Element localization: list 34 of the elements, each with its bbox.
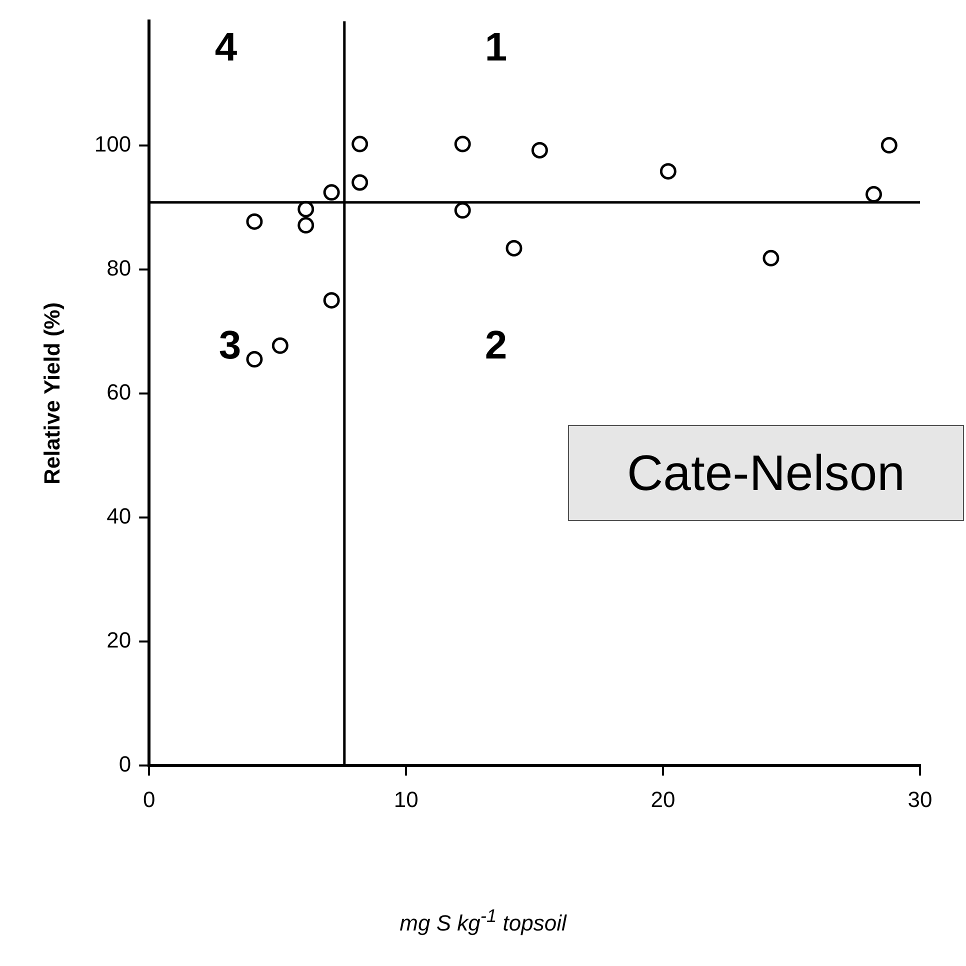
annotation: 1 — [484, 26, 508, 70]
annotation: Cate-Nelson — [568, 425, 964, 521]
point — [660, 163, 676, 180]
y-axis-title: Relative Yield (%) — [39, 302, 64, 484]
y-tick-label: 100 — [94, 131, 132, 156]
point — [531, 142, 548, 158]
annotation: 3 — [218, 324, 242, 368]
point — [506, 240, 522, 256]
point — [298, 217, 314, 234]
point — [454, 136, 471, 152]
y-tick-label: 40 — [106, 504, 132, 529]
point — [298, 200, 314, 218]
point — [323, 184, 340, 201]
y-tick-label: 20 — [106, 628, 132, 653]
point — [352, 174, 368, 191]
y-tick-label: 60 — [106, 379, 132, 404]
point — [323, 292, 340, 309]
annotation: 4 — [214, 26, 238, 70]
point — [246, 213, 263, 230]
x-tick-label: 10 — [394, 786, 418, 812]
y-tick-label: 80 — [106, 255, 132, 280]
x-tick-label: 0 — [142, 786, 156, 812]
point — [352, 136, 368, 152]
point — [246, 351, 263, 368]
point — [865, 186, 882, 203]
point — [272, 337, 288, 354]
x-axis-title: mg S kg$^{-1}$ topsoil — [398, 905, 568, 936]
x-tick-label: 20 — [650, 786, 676, 812]
y-tick-label: 0 — [118, 752, 132, 777]
point — [454, 202, 471, 219]
annotation: 2 — [484, 324, 508, 368]
x-tick-label: 30 — [908, 786, 932, 812]
point — [762, 250, 780, 266]
point — [880, 137, 898, 154]
